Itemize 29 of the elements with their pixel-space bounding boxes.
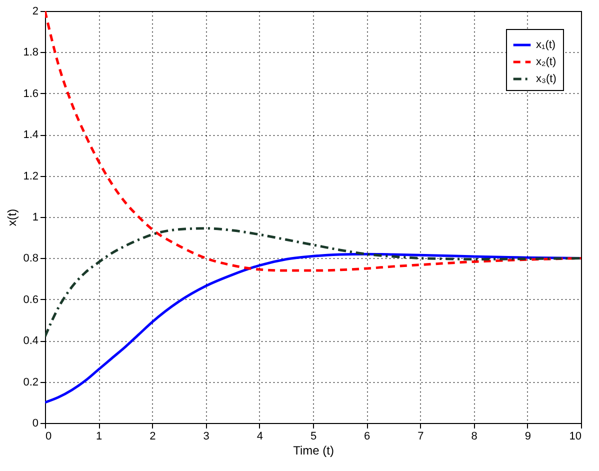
x-tick-label: 1	[96, 430, 102, 442]
y-tick-label: 1.6	[23, 88, 38, 100]
x-tick-label: 3	[203, 430, 210, 442]
y-tick-label: 0	[32, 418, 38, 430]
line-series	[45, 11, 581, 272]
x-tick-label: 8	[471, 430, 478, 442]
y-tick-label: 0.6	[23, 294, 38, 306]
x-tick-label: 6	[364, 430, 370, 442]
x-tick-label: 10	[569, 430, 582, 442]
legend-label: x₂(t)	[536, 56, 556, 68]
x-tick-label: 2	[150, 430, 156, 442]
x-tick-label: 5	[310, 430, 317, 442]
x-tick-label: 7	[418, 430, 424, 442]
y-tick-label: 1.2	[23, 170, 38, 182]
legend-label: x₃(t)	[536, 73, 556, 85]
x-axis-title: Time (t)	[293, 444, 334, 458]
x-tick-label: 4	[256, 430, 263, 442]
x-tick-label: 9	[524, 430, 531, 442]
y-tick-label: 1.8	[23, 46, 38, 59]
y-tick-label: 0.8	[23, 252, 38, 265]
y-tick-label: 0.4	[23, 335, 38, 348]
y-tick-label: 0.2	[23, 376, 38, 388]
y-axis-title: x(t)	[5, 208, 20, 226]
y-tick-label: 1.4	[23, 129, 38, 142]
x-tick-label: 0	[46, 430, 52, 442]
legend-label: x₁(t)	[536, 39, 556, 51]
line-series	[45, 227, 581, 338]
y-tick-label: 2	[32, 6, 38, 18]
y-tick-label: 1	[32, 212, 38, 224]
